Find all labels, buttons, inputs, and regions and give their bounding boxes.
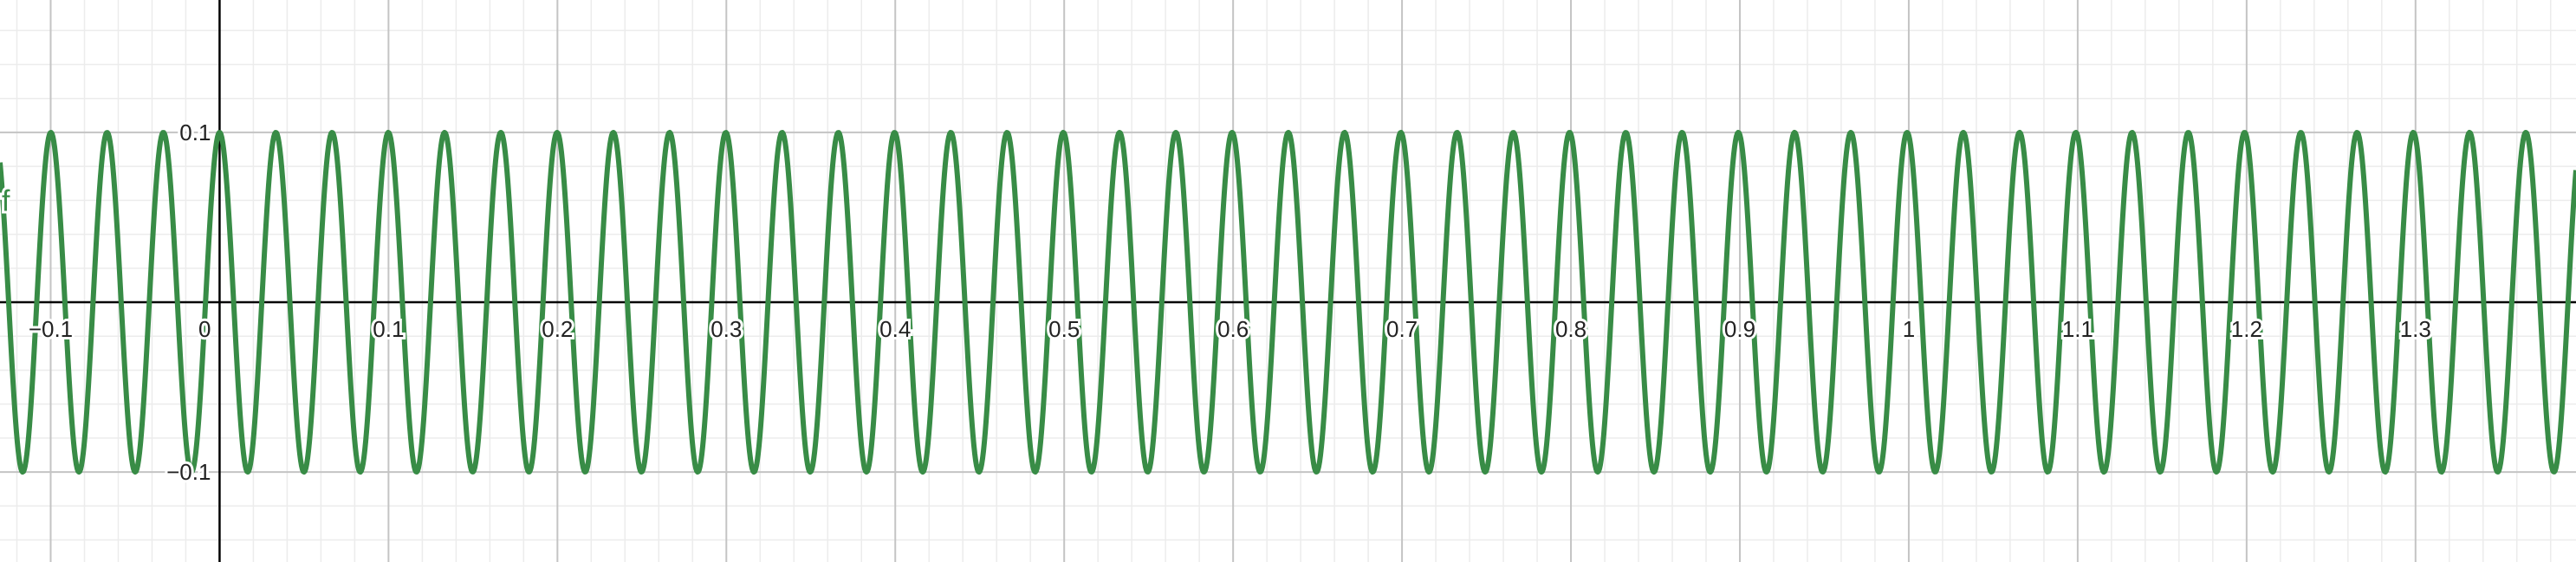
x-tick-labels: −0.1 0 0.1 0.2 0.3 0.4 0.5 0.6 0.7 0.8 0.9 1 1.1 1.2 1… — [26, 313, 2434, 345]
x-tick-label: 0 — [198, 316, 211, 342]
x-tick-label: 0.2 — [542, 316, 573, 342]
x-tick-label: 0.1 — [373, 316, 404, 342]
x-tick-label: 1.2 — [2231, 316, 2262, 342]
y-tick-label: 0.1 — [179, 120, 211, 145]
x-tick-label: 0.4 — [879, 316, 911, 342]
x-tick-label: 0.6 — [1217, 316, 1249, 342]
x-tick-label: 0.7 — [1386, 316, 1418, 342]
x-tick-label: 0.9 — [1724, 316, 1755, 342]
x-tick-label: 0.8 — [1555, 316, 1586, 342]
x-tick-label: 1 — [1903, 316, 1915, 342]
x-tick-label: −0.1 — [29, 316, 73, 342]
y-tick-labels: 0.1 −0.1 — [164, 117, 213, 488]
x-tick-label: 1.3 — [2400, 316, 2431, 342]
series-line-f[interactable] — [0, 129, 2576, 475]
function-label-f[interactable]: f — [0, 182, 13, 220]
y-tick-label: −0.1 — [166, 459, 211, 485]
x-tick-label: 0.5 — [1048, 316, 1080, 342]
x-tick-label: 0.3 — [711, 316, 742, 342]
x-tick-label: 1.1 — [2062, 316, 2093, 342]
function-curves — [0, 129, 2576, 475]
